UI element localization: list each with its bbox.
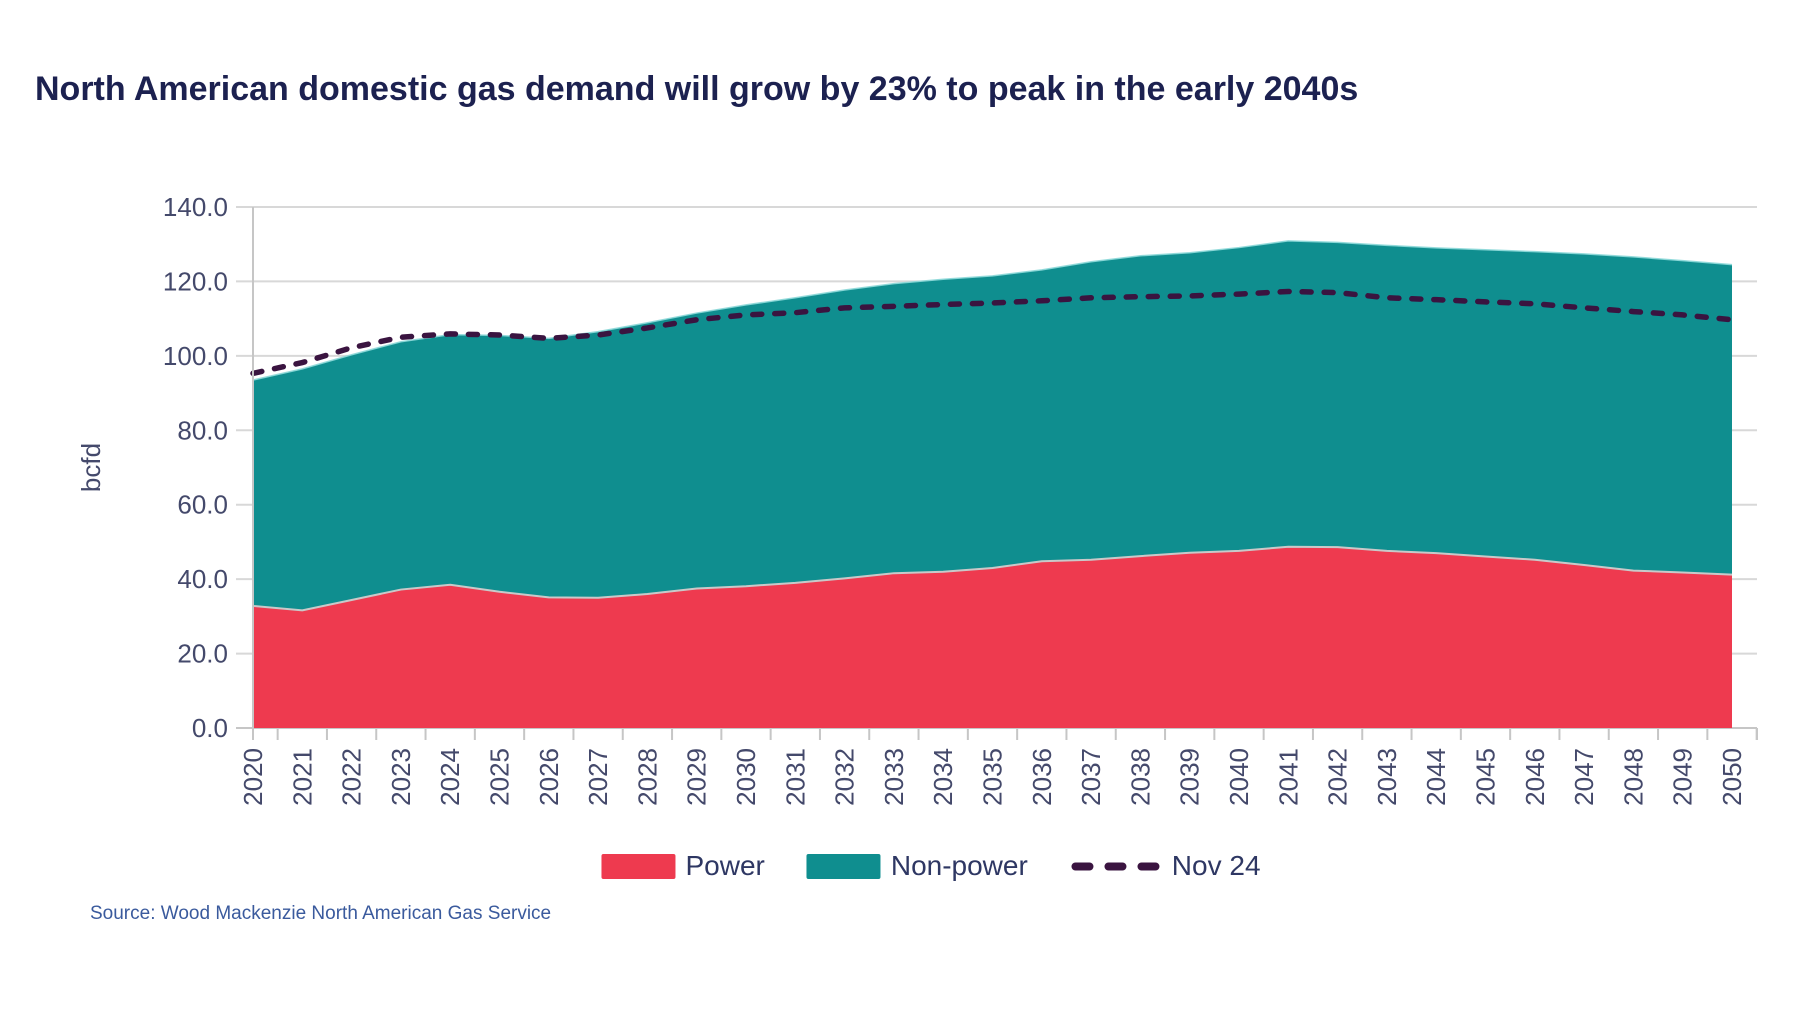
- nov24-dashed-line: [250, 288, 1735, 377]
- x-tick-label: 2031: [780, 748, 810, 806]
- power-area-top-border: [252, 545, 1733, 612]
- legend-label-nov24: Nov 24: [1171, 850, 1261, 881]
- y-tick-label: 60.0: [177, 490, 228, 520]
- x-tick-label: 2030: [731, 748, 761, 806]
- x-tick-label: 2024: [435, 748, 465, 806]
- x-tick-label: 2041: [1273, 748, 1303, 806]
- x-tick-label: 2044: [1421, 748, 1451, 806]
- x-tick-label: 2049: [1668, 748, 1698, 806]
- x-tick-label: 2020: [238, 748, 268, 806]
- x-tick-label: 2048: [1618, 748, 1648, 806]
- x-tick-label: 2026: [534, 748, 564, 806]
- legend-swatch-power-icon: [601, 853, 676, 879]
- y-tick-label: 120.0: [163, 266, 228, 296]
- x-tick-label: 2042: [1323, 748, 1353, 806]
- x-tick-label: 2038: [1125, 748, 1155, 806]
- x-tick-label: 2033: [879, 748, 909, 806]
- legend-swatch-nonpower-icon: [806, 853, 881, 879]
- x-tick-label: 2047: [1569, 748, 1599, 806]
- legend-dashed-line-icon: [1071, 862, 1162, 870]
- legend-label-power: Power: [685, 850, 765, 881]
- x-tick-label: 2046: [1520, 748, 1550, 806]
- x-tick-label: 2037: [1076, 748, 1106, 806]
- legend-item-nonpower: Non-power: [806, 850, 1028, 882]
- legend-item-nov24: Nov 24: [1070, 850, 1261, 882]
- x-tick-label: 2032: [830, 748, 860, 806]
- x-tick-label: 2029: [682, 748, 712, 806]
- x-tick-label: 2035: [978, 748, 1008, 806]
- legend-label-nonpower: Non-power: [890, 850, 1028, 881]
- x-tick-label: 2050: [1717, 748, 1747, 806]
- x-tick-label: 2043: [1372, 748, 1402, 806]
- x-tick-label: 2022: [337, 748, 367, 806]
- y-tick-label: 20.0: [177, 639, 228, 669]
- y-tick-label: 80.0: [177, 415, 228, 445]
- x-tick-label: 2027: [583, 748, 613, 806]
- source-note: Source: Wood Mackenzie North American Ga…: [90, 903, 552, 924]
- legend-item-power: Power: [601, 850, 765, 882]
- y-tick-label: 140.0: [163, 192, 228, 222]
- legend: Power Non-power Nov 24: [587, 850, 1274, 882]
- y-tick-label: 100.0: [163, 341, 228, 371]
- power-area: [253, 546, 1732, 728]
- nonpower-area: [253, 240, 1732, 611]
- x-tick-label: 2028: [632, 748, 662, 806]
- x-tick-label: 2040: [1224, 748, 1254, 806]
- x-tick-label: 2034: [928, 748, 958, 806]
- y-tick-label: 40.0: [177, 564, 228, 594]
- x-tick-label: 2021: [287, 748, 317, 806]
- y-tick-label: 0.0: [192, 713, 228, 743]
- x-tick-label: 2025: [485, 748, 515, 806]
- x-tick-label: 2039: [1175, 748, 1205, 806]
- gas-demand-chart: 0.0 20.0 40.0 60.0 80.0 100.0 120.0 140.0 bcfd 20…: [76, 192, 1758, 806]
- y-axis-title: bcfd: [76, 443, 106, 492]
- x-tick-label: 2023: [386, 748, 416, 806]
- chart-title: North American domestic gas demand will …: [35, 70, 1359, 108]
- x-tick-label: 2036: [1027, 748, 1057, 806]
- x-tick-label: 2045: [1471, 748, 1501, 806]
